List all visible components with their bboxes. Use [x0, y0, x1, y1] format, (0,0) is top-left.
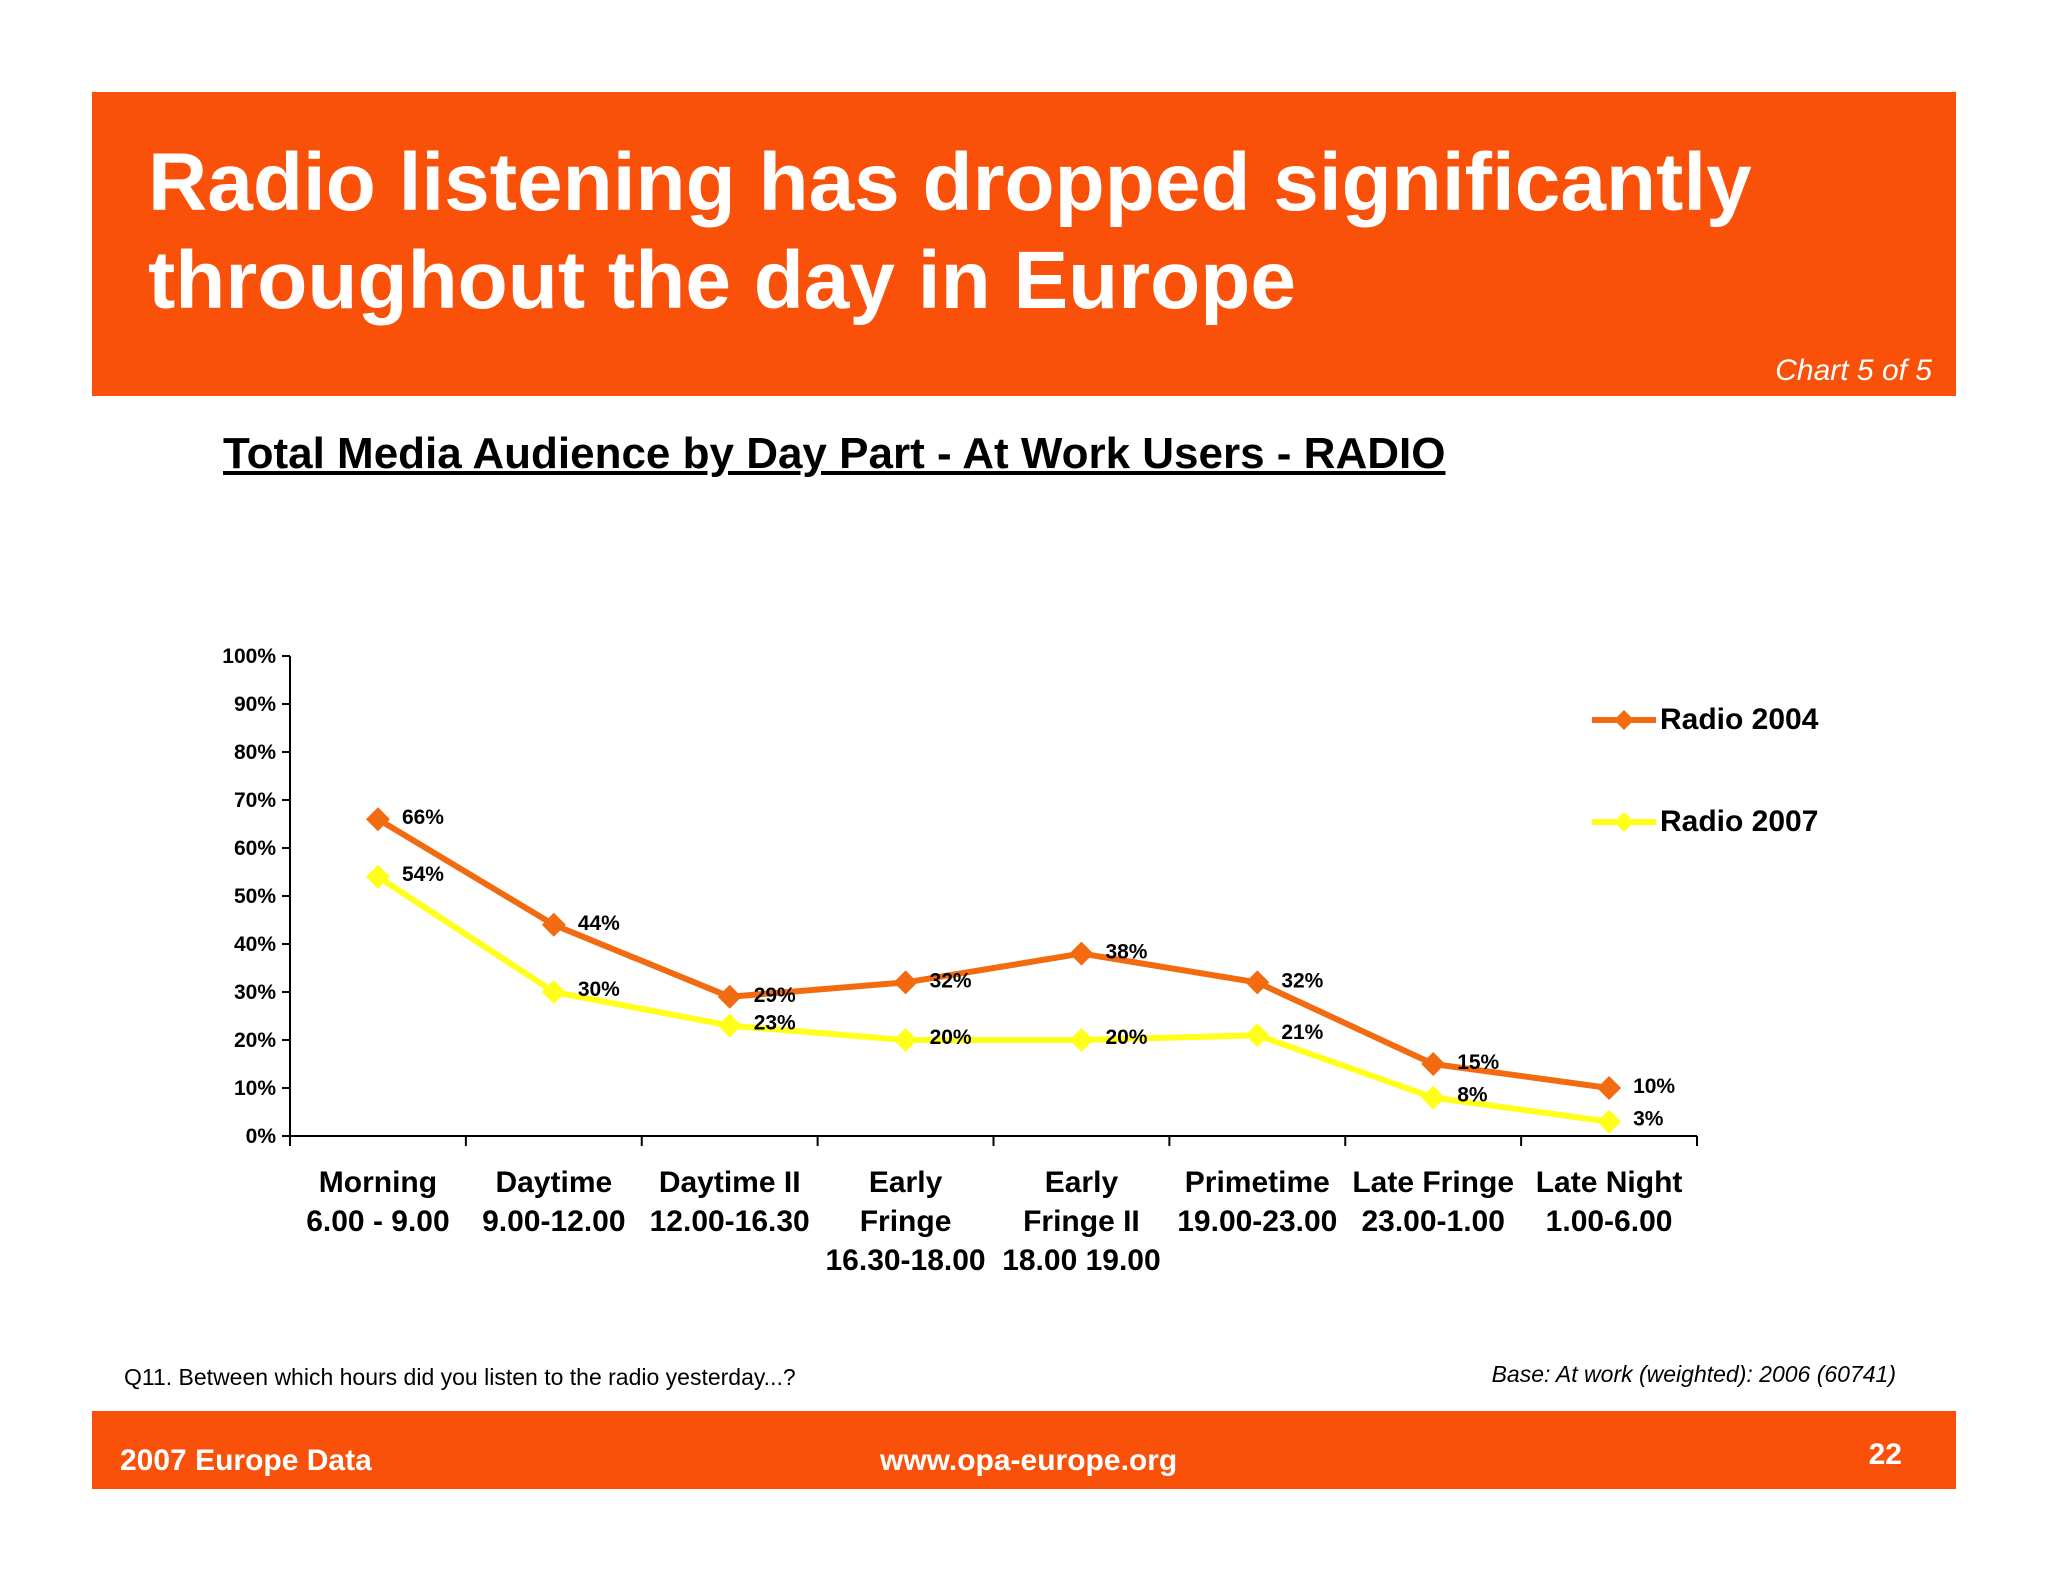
x-category-label-line: Primetime — [1184, 1166, 1330, 1199]
data-label: 8% — [1457, 1084, 1488, 1107]
y-tick-label: 20% — [234, 1029, 276, 1052]
chart-title: Total Media Audience by Day Part - At Wo… — [223, 429, 1446, 478]
legend-entry-radio-2004: Radio 2004 — [1590, 700, 1910, 740]
x-category-label-line: Late Fringe — [1352, 1166, 1515, 1199]
data-label: 20% — [1105, 1026, 1147, 1049]
data-point-marker — [365, 807, 390, 832]
x-category-label-line: Morning — [318, 1166, 438, 1199]
data-label: 20% — [930, 1026, 972, 1049]
series-line-radio-2004 — [376, 816, 1610, 1091]
data-label: 10% — [1633, 1075, 1675, 1098]
x-category-label: Morning 6.00 - 9.00 — [278, 1163, 478, 1241]
data-point-marker — [717, 984, 742, 1009]
legend-swatch-radio-2004 — [1592, 710, 1656, 730]
x-category-label-line: 12.00-16.30 — [649, 1205, 810, 1238]
page-number: 22 — [1868, 1438, 1902, 1471]
data-point-marker — [893, 1028, 918, 1052]
y-tick-label: 10% — [234, 1077, 276, 1100]
chart-counter: Chart 5 of 5 — [1775, 354, 1932, 387]
data-point-marker — [1245, 1023, 1270, 1048]
x-category-label-line: Late Night — [1535, 1166, 1683, 1199]
y-tick-label: 40% — [234, 933, 276, 956]
data-label: 3% — [1633, 1108, 1664, 1131]
x-category-label-line: 16.30-18.00 — [825, 1244, 986, 1277]
data-label: 32% — [930, 969, 972, 992]
y-tick-label: 0% — [246, 1125, 277, 1148]
data-point-marker — [1597, 1109, 1622, 1134]
data-label: 32% — [1281, 969, 1323, 992]
y-tick-label: 50% — [234, 885, 276, 908]
y-tick-label: 100% — [222, 645, 276, 668]
data-label: 38% — [1105, 941, 1147, 964]
data-point-marker — [1421, 1052, 1446, 1076]
data-label: 54% — [402, 863, 444, 886]
data-point-marker — [1421, 1085, 1446, 1110]
data-label: 29% — [754, 984, 796, 1007]
data-point-marker — [1245, 970, 1270, 995]
x-category-label-line: 18.00 19.00 — [1002, 1244, 1161, 1277]
x-category-label: Early Fringe 16.30-18.00 — [806, 1163, 1006, 1280]
data-label: 66% — [402, 806, 444, 829]
data-point-marker — [365, 864, 390, 889]
y-tick-label: 70% — [234, 789, 276, 812]
x-category-label-line: Daytime II — [658, 1166, 801, 1199]
data-label: 15% — [1457, 1051, 1499, 1074]
x-category-label: Early Fringe II 18.00 19.00 — [981, 1163, 1181, 1280]
x-category-label-line: Early — [868, 1166, 943, 1199]
x-category-label-line: Daytime — [495, 1166, 613, 1199]
slide-title-line-1: Radio listening has dropped significantl… — [148, 137, 1752, 228]
footer-data-label: 2007 Europe Data — [120, 1444, 372, 1477]
data-point-marker — [541, 980, 566, 1004]
slide-title-line-2: throughout the day in Europe — [148, 235, 1296, 326]
footer-website-link[interactable]: www.opa-europe.org — [880, 1444, 1178, 1477]
legend-label-radio-2004: Radio 2004 — [1660, 703, 1819, 736]
x-category-label-line: 6.00 - 9.00 — [306, 1205, 450, 1238]
y-tick-label: 60% — [234, 837, 276, 860]
x-category-label: Daytime 9.00-12.00 — [454, 1163, 654, 1241]
x-category-label: Late Fringe 23.00-1.00 — [1333, 1163, 1533, 1241]
legend-swatch-radio-2007 — [1592, 812, 1656, 832]
data-point-marker — [717, 1013, 742, 1038]
y-tick-label: 80% — [234, 741, 276, 764]
footer-band — [92, 1411, 1956, 1489]
legend-entry-radio-2007: Radio 2007 — [1590, 802, 1910, 842]
x-category-label: Late Night 1.00-6.00 — [1509, 1163, 1709, 1241]
x-category-label-line: 9.00-12.00 — [482, 1205, 626, 1238]
data-label: 44% — [578, 912, 620, 935]
x-category-label-line: 19.00-23.00 — [1177, 1205, 1338, 1238]
data-label: 21% — [1281, 1021, 1323, 1044]
data-label: 30% — [578, 978, 620, 1001]
x-category-label-line: Early — [1044, 1166, 1119, 1199]
y-tick-label: 30% — [234, 981, 276, 1004]
data-label: 23% — [754, 1012, 796, 1035]
base-note: Base: At work (weighted): 2006 (60741) — [1491, 1361, 1896, 1387]
x-category-label-line: 1.00-6.00 — [1545, 1205, 1673, 1238]
header-band — [92, 92, 1956, 396]
x-category-label-line: Fringe II — [1023, 1205, 1140, 1238]
x-category-label-line: 23.00-1.00 — [1361, 1205, 1505, 1238]
y-tick-label: 90% — [234, 693, 276, 716]
data-point-marker — [1069, 941, 1094, 966]
survey-question-note: Q11. Between which hours did you listen … — [124, 1364, 796, 1390]
data-point-marker — [1069, 1028, 1094, 1052]
x-category-label-line: Fringe — [859, 1205, 952, 1238]
x-category-label: Daytime II 12.00-16.30 — [630, 1163, 830, 1241]
x-category-label: Primetime 19.00-23.00 — [1157, 1163, 1357, 1241]
data-point-marker — [893, 970, 918, 995]
series-line-radio-2007 — [376, 874, 1610, 1125]
legend-label-radio-2007: Radio 2007 — [1660, 805, 1819, 838]
data-point-marker — [1597, 1076, 1622, 1100]
data-point-marker — [541, 912, 566, 937]
